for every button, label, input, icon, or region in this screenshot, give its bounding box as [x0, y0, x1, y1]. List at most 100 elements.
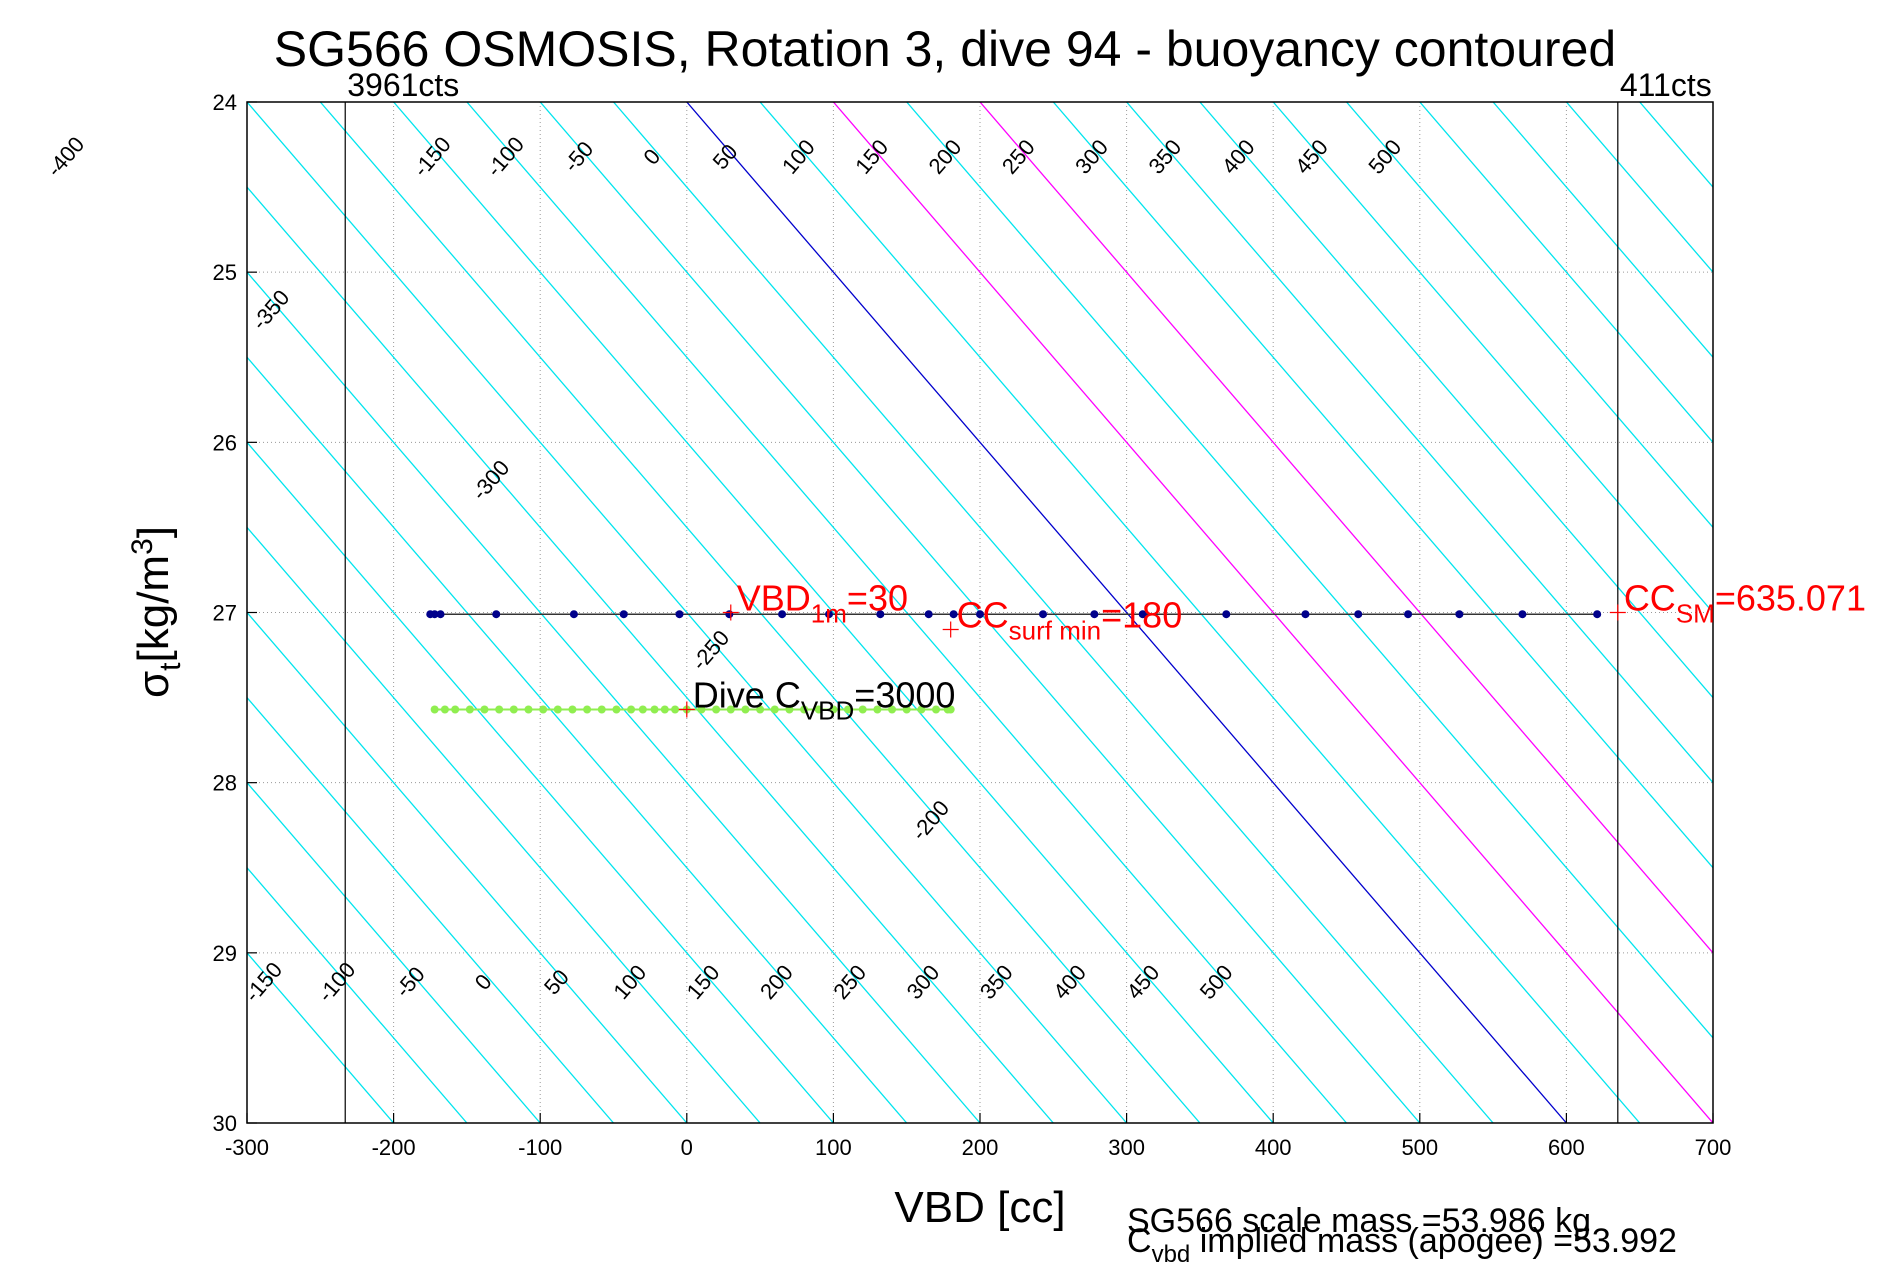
contour-label-top: 450 [1290, 135, 1333, 179]
contour-labels: -400 -150 -100 -50 0 50 100 150 200 250 300 350 400 4… [42, 132, 1407, 1007]
deep-trace-point [712, 705, 721, 714]
contour-label-top: 350 [1143, 135, 1186, 179]
x-tick-label: -300 [225, 1135, 269, 1160]
contour-label-top: 500 [1363, 135, 1406, 179]
contour-label-top: 400 [1217, 135, 1260, 179]
deep-trace-point [829, 705, 838, 714]
contour-line [759, 102, 1641, 1123]
deep-trace-point [597, 705, 606, 714]
surface-trace-point [1301, 610, 1310, 619]
y-label-sup: 3 [126, 538, 159, 555]
contour-label-bottom: 350 [975, 960, 1018, 1004]
surface-trace-point [1039, 610, 1048, 619]
surface-trace-point [436, 610, 445, 619]
contour-line [247, 866, 468, 1123]
contour-label-bottom: -100 [313, 957, 361, 1007]
contour-line [247, 441, 834, 1123]
contour-label-side: -300 [467, 455, 515, 505]
contour-label-top: 250 [997, 135, 1040, 179]
count-limit-label: 3961cts [347, 67, 459, 103]
deep-trace-point [480, 705, 489, 714]
deep-trace-point [650, 705, 659, 714]
deep-trace-point [638, 705, 647, 714]
y-label-unit-b: ] [129, 526, 178, 538]
contour-line [247, 186, 1054, 1123]
surface-trace-point [430, 610, 439, 619]
contour-label-top: 300 [1070, 135, 1113, 179]
deep-trace-point [873, 705, 882, 714]
deep-trace-point [726, 705, 735, 714]
y-tick-label: 26 [213, 430, 237, 455]
contour-label-bottom: 200 [755, 960, 798, 1004]
y-tick-label: 27 [213, 601, 237, 626]
y-tick-label: 25 [213, 260, 237, 285]
contour-line [319, 102, 1201, 1123]
y-label-main: σ [129, 671, 178, 698]
y-label-sub: t [154, 662, 187, 671]
surface-trace-point [1518, 610, 1527, 619]
surface-trace-point [1222, 610, 1231, 619]
y-tick-label: 28 [213, 771, 237, 796]
contour-label-top: -400 [42, 132, 90, 182]
deep-trace-point [697, 705, 706, 714]
footer-vbd-sub: vbd [1152, 1241, 1191, 1262]
x-tick-label: 500 [1401, 1135, 1438, 1160]
deep-trace-point [583, 705, 592, 714]
surface-trace-point [976, 610, 984, 619]
y-tick-label: 30 [213, 1111, 237, 1136]
contour-label-top: 150 [850, 135, 893, 179]
deep-trace-point [756, 705, 765, 714]
surface-trace-point [492, 610, 501, 619]
deep-trace-point [465, 705, 474, 714]
contour-line [247, 526, 761, 1123]
deep-trace-point [785, 705, 794, 714]
x-tick-label: 600 [1548, 1135, 1585, 1160]
contour-label-side: -250 [687, 625, 735, 675]
footer-implied-text: implied mass (apogee) =53.992 [1190, 1222, 1677, 1260]
deep-trace-point [770, 705, 779, 714]
deep-trace-point [844, 705, 853, 714]
contour-line [906, 102, 1713, 1039]
surface-trace-point [725, 610, 734, 619]
x-tick-label: 0 [681, 1135, 693, 1160]
surface-trace-point [1593, 610, 1602, 619]
deep-trace-point [440, 705, 449, 714]
contour-line [466, 102, 1347, 1123]
deep-trace-point [917, 705, 926, 714]
surface-trace-point [876, 610, 885, 619]
y-label-unit-a: [kg/m [129, 555, 178, 663]
contour-label-side: -350 [247, 285, 295, 335]
surface-trace-point [778, 610, 787, 619]
contour-label-bottom: 150 [682, 960, 725, 1004]
contour-label-top: 100 [777, 135, 820, 179]
surface-trace-point [569, 610, 578, 619]
contour-line [1492, 102, 1713, 359]
contour-label-bottom: 50 [539, 965, 574, 1000]
contour-line [247, 781, 541, 1123]
contour-line [1126, 102, 1713, 784]
x-tick-label: 100 [815, 1135, 852, 1160]
contour-label-top: -100 [481, 132, 529, 182]
contour-label-bottom: 500 [1195, 960, 1238, 1004]
deep-trace-point [660, 705, 669, 714]
contour-line [247, 356, 908, 1123]
x-tick-label: -200 [372, 1135, 416, 1160]
surface-trace-point [1090, 610, 1099, 619]
contour-line [832, 102, 1713, 1123]
surface-trace-point [619, 610, 628, 619]
buoyancy-contours [247, 102, 1713, 1123]
contour-line [247, 611, 688, 1123]
annotation-label: CCSM=635.071 [1624, 578, 1866, 629]
x-tick-label: 400 [1255, 1135, 1292, 1160]
deep-trace-point [568, 705, 577, 714]
footer-implied-mass: Cvbd implied mass (apogee) =53.992 [1127, 1222, 1677, 1262]
annotations: VBD1m=30 CCsurf min=180 CCSM=635.071 Dive C… [678, 578, 1866, 725]
deep-trace-point [800, 705, 809, 714]
chart-title: SG566 OSMOSIS, Rotation 3, dive 94 - buo… [274, 21, 1616, 77]
contour-label-top: 50 [708, 139, 743, 174]
contour-label-bottom: 400 [1048, 960, 1091, 1004]
contour-label-bottom: 250 [828, 960, 871, 1004]
surface-trace-point [1138, 610, 1147, 619]
contour-line [1419, 102, 1713, 444]
